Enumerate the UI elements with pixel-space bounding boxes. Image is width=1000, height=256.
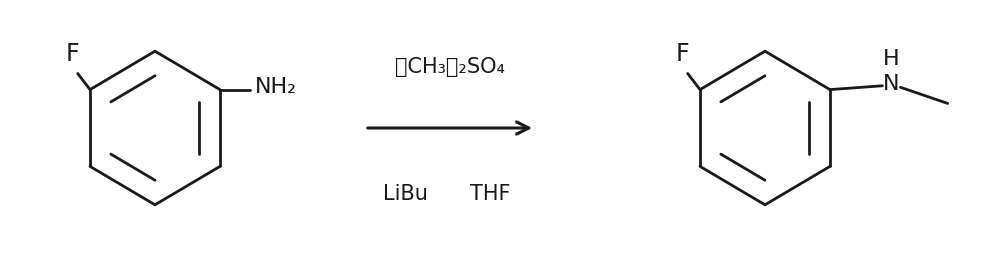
Text: H: H [883, 49, 900, 69]
Text: NH₂: NH₂ [255, 77, 297, 97]
Text: F: F [676, 42, 689, 66]
Text: LiBu: LiBu [383, 184, 427, 204]
Text: F: F [66, 42, 79, 66]
Text: N: N [883, 74, 900, 94]
Text: THF: THF [470, 184, 510, 204]
Text: （CH₃）₂SO₄: （CH₃）₂SO₄ [395, 57, 505, 77]
